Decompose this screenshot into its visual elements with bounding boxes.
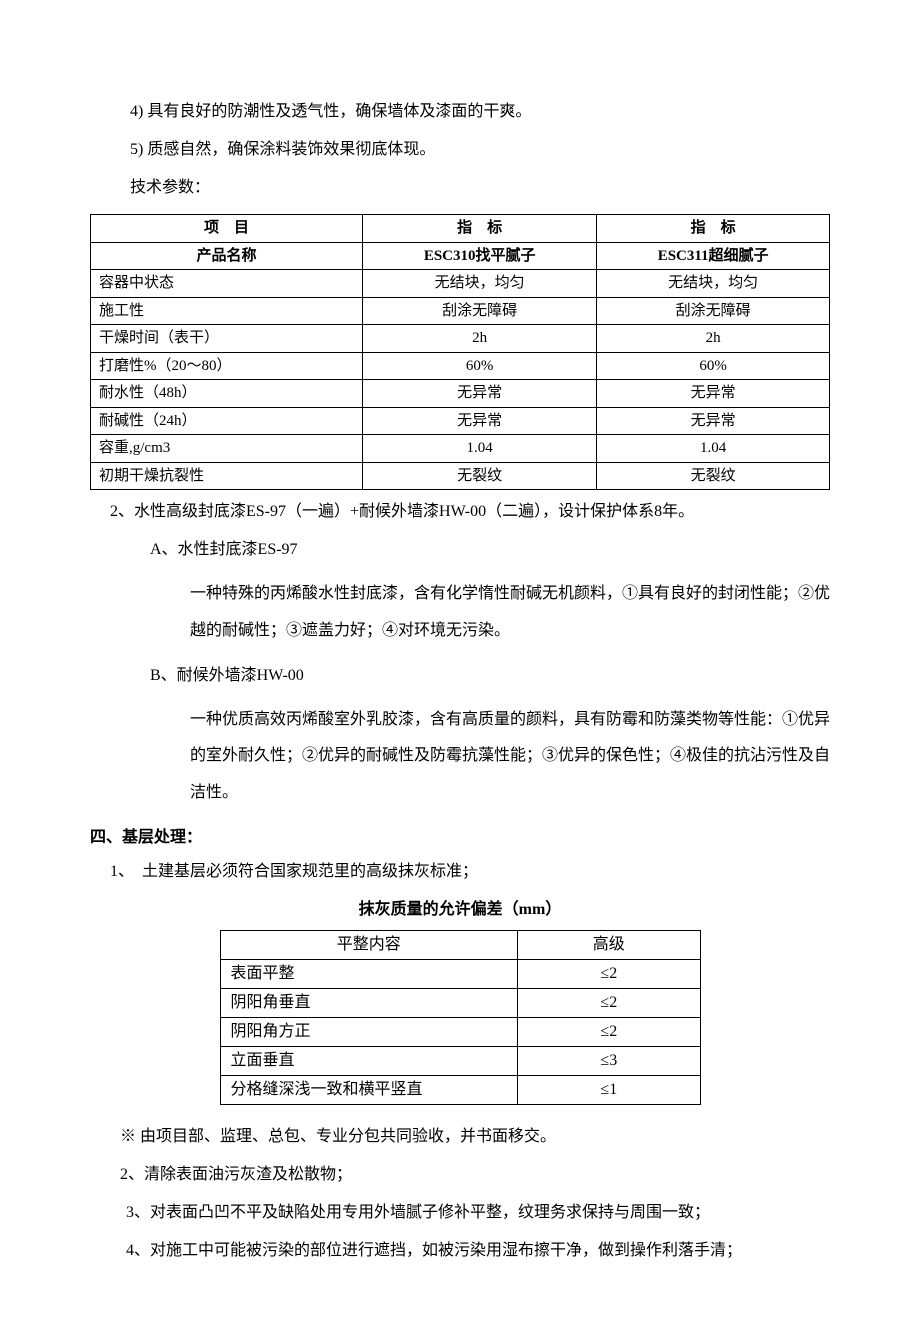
table-row: 容器中状态无结块，均匀无结块，均匀: [91, 270, 830, 298]
row-label: 表面平整: [220, 959, 518, 988]
spec-table-body: 容器中状态无结块，均匀无结块，均匀施工性刮涂无障碍刮涂无障碍干燥时间（表干）2h…: [91, 270, 830, 490]
row-value: ≤2: [518, 1017, 700, 1046]
row-value-1: 60%: [363, 352, 597, 380]
spec-table: 项 目 指 标 指 标 产品名称 ESC310找平腻子 ESC311超细腻子 容…: [90, 214, 830, 490]
row-value-1: 无异常: [363, 380, 597, 408]
row-value-1: 2h: [363, 325, 597, 353]
table-row: 阴阳角垂直≤2: [220, 988, 700, 1017]
sub-a-title: A、水性封底漆ES-97: [90, 538, 830, 562]
row-value-1: 无结块，均匀: [363, 270, 597, 298]
acceptance-note: ※ 由项目部、监理、总包、专业分包共同验收，并书面移交。: [90, 1125, 830, 1149]
row-label: 阴阳角垂直: [220, 988, 518, 1017]
list-item-4: 4) 具有良好的防潮性及透气性，确保墙体及漆面的干爽。: [90, 100, 830, 124]
list-item-5: 5) 质感自然，确保涂料装饰效果彻底体现。: [90, 138, 830, 162]
sec4-item3: 3、对表面凸凹不平及缺陷处用专用外墙腻子修补平整，纹理务求保持与周围一致；: [90, 1201, 830, 1225]
table-header-row: 项 目 指 标 指 标: [91, 215, 830, 243]
table-row: 容重,g/cm31.041.04: [91, 435, 830, 463]
row-value-1: 无异常: [363, 407, 597, 435]
row-label: 施工性: [91, 297, 363, 325]
section2-intro: 2、水性高级封底漆ES-97（一遍）+耐候外墙漆HW-00（二遍），设计保护体系…: [90, 500, 830, 524]
row-label: 容重,g/cm3: [91, 435, 363, 463]
product-2: ESC311超细腻子: [597, 242, 830, 270]
row-value-2: 刮涂无障碍: [597, 297, 830, 325]
row-value-2: 1.04: [597, 435, 830, 463]
row-value-1: 1.04: [363, 435, 597, 463]
row-value-2: 2h: [597, 325, 830, 353]
table-row: 阴阳角方正≤2: [220, 1017, 700, 1046]
product-name-label: 产品名称: [91, 242, 363, 270]
col-header-spec2: 指 标: [597, 215, 830, 243]
table-row: 打磨性%（20～80）60%60%: [91, 352, 830, 380]
table-row: 分格缝深浅一致和横平竖直≤1: [220, 1075, 700, 1104]
row-value-1: 刮涂无障碍: [363, 297, 597, 325]
row-label: 容器中状态: [91, 270, 363, 298]
row-label: 阴阳角方正: [220, 1017, 518, 1046]
row-value: ≤1: [518, 1075, 700, 1104]
product-1: ESC310找平腻子: [363, 242, 597, 270]
sub-a-body: 一种特殊的丙烯酸水性封底漆，含有化学惰性耐碱无机颜料，①具有良好的封闭性能；②优…: [90, 576, 830, 650]
table-product-row: 产品名称 ESC310找平腻子 ESC311超细腻子: [91, 242, 830, 270]
row-label: 分格缝深浅一致和横平竖直: [220, 1075, 518, 1104]
sec4-item4: 4、对施工中可能被污染的部位进行遮挡，如被污染用湿布擦干净，做到操作利落手清；: [90, 1239, 830, 1263]
row-value: ≤3: [518, 1046, 700, 1075]
tolerance-table-title: 抹灰质量的允许偏差（mm）: [90, 898, 830, 922]
row-label: 初期干燥抗裂性: [91, 462, 363, 490]
row-value-2: 无裂纹: [597, 462, 830, 490]
sec4-item1: 1、 土建基层必须符合国家规范里的高级抹灰标准；: [90, 860, 830, 884]
row-value-2: 60%: [597, 352, 830, 380]
col-header-spec1: 指 标: [363, 215, 597, 243]
section-4-heading: 四、基层处理：: [90, 826, 830, 850]
col-content: 平整内容: [220, 930, 518, 959]
row-value: ≤2: [518, 988, 700, 1017]
table-header-row: 平整内容 高级: [220, 930, 700, 959]
row-label: 立面垂直: [220, 1046, 518, 1075]
row-value: ≤2: [518, 959, 700, 988]
table-row: 耐碱性（24h）无异常无异常: [91, 407, 830, 435]
table-row: 立面垂直≤3: [220, 1046, 700, 1075]
row-value-2: 无异常: [597, 407, 830, 435]
row-value-2: 无结块，均匀: [597, 270, 830, 298]
col-header-item: 项 目: [91, 215, 363, 243]
tolerance-table: 平整内容 高级 表面平整≤2阴阳角垂直≤2阴阳角方正≤2立面垂直≤3分格缝深浅一…: [220, 930, 701, 1105]
row-label: 打磨性%（20～80）: [91, 352, 363, 380]
sub-b-title: B、耐候外墙漆HW-00: [90, 664, 830, 688]
sec4-item2: 2、清除表面油污灰渣及松散物；: [90, 1163, 830, 1187]
row-value-2: 无异常: [597, 380, 830, 408]
sub-b-body: 一种优质高效丙烯酸室外乳胶漆，含有高质量的颜料，具有防霉和防藻类物等性能：①优异…: [90, 702, 830, 812]
table-row: 耐水性（48h）无异常无异常: [91, 380, 830, 408]
tolerance-table-body: 表面平整≤2阴阳角垂直≤2阴阳角方正≤2立面垂直≤3分格缝深浅一致和横平竖直≤1: [220, 959, 700, 1104]
table-row: 初期干燥抗裂性无裂纹无裂纹: [91, 462, 830, 490]
row-label: 耐碱性（24h）: [91, 407, 363, 435]
table-row: 施工性刮涂无障碍刮涂无障碍: [91, 297, 830, 325]
col-grade: 高级: [518, 930, 700, 959]
table-row: 表面平整≤2: [220, 959, 700, 988]
table-row: 干燥时间（表干）2h2h: [91, 325, 830, 353]
row-value-1: 无裂纹: [363, 462, 597, 490]
tech-params-label: 技术参数：: [90, 176, 830, 200]
row-label: 干燥时间（表干）: [91, 325, 363, 353]
row-label: 耐水性（48h）: [91, 380, 363, 408]
